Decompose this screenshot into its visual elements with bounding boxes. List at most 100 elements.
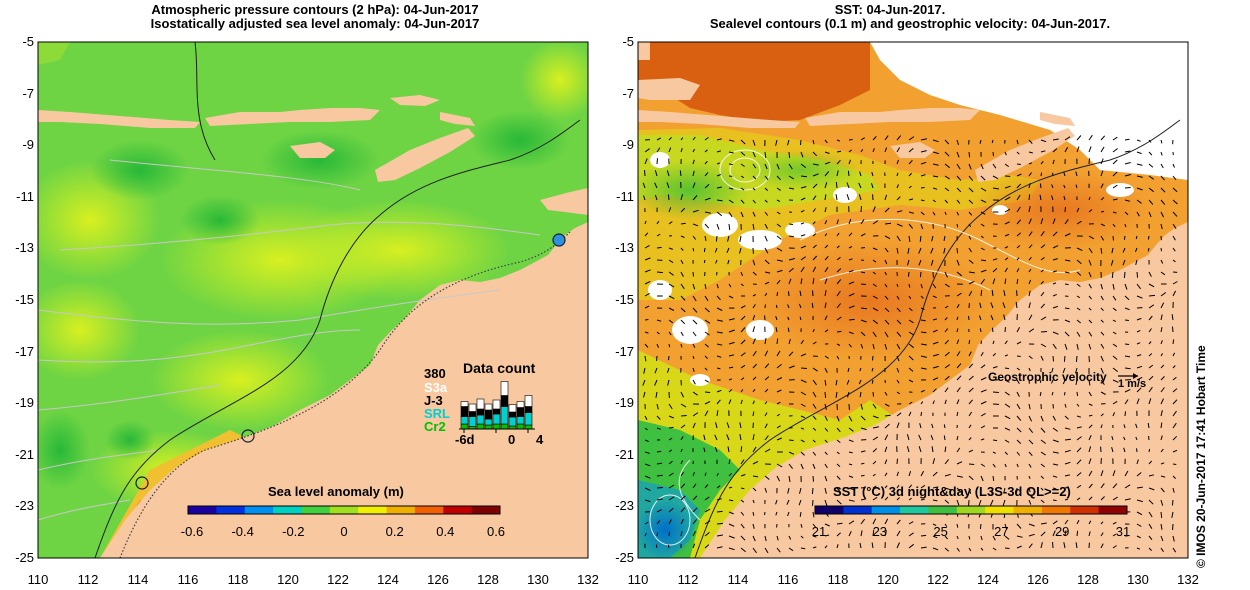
velocity-arrow xyxy=(1136,139,1141,142)
velocity-arrow xyxy=(908,172,913,177)
velocity-arrow xyxy=(836,544,839,549)
velocity-arrow xyxy=(1088,259,1092,266)
velocity-arrow xyxy=(860,474,865,477)
velocity-arrow xyxy=(1040,499,1045,504)
velocity-arrow xyxy=(918,446,922,453)
velocity-arrow xyxy=(980,278,985,285)
velocity-arrow xyxy=(1076,497,1081,501)
velocity-arrow xyxy=(692,295,697,302)
velocity-arrow xyxy=(884,307,890,313)
lat-tick-label: -5 xyxy=(22,34,34,49)
velocity-arrow xyxy=(896,530,901,537)
left-station-marker xyxy=(552,233,566,247)
velocity-arrow xyxy=(728,318,735,321)
velocity-arrow xyxy=(872,518,877,525)
velocity-arrow xyxy=(1052,305,1058,309)
velocity-arrow xyxy=(908,532,914,537)
velocity-arrow xyxy=(1148,364,1154,369)
velocity-arrow xyxy=(872,247,878,251)
colorbar-tick-label: 23 xyxy=(872,524,888,539)
velocity-arrow xyxy=(932,523,937,527)
velocity-arrow xyxy=(956,163,961,170)
velocity-arrow xyxy=(848,415,853,422)
velocity-arrow xyxy=(1052,475,1058,478)
velocity-arrow xyxy=(824,463,828,469)
velocity-arrow xyxy=(739,422,742,429)
velocity-arrow xyxy=(1160,327,1163,333)
velocity-arrow xyxy=(666,367,670,374)
velocity-arrow xyxy=(788,235,794,238)
velocity-arrow xyxy=(978,315,982,321)
colorbar-tick-label: -0.4 xyxy=(231,524,254,539)
colorbar-segment xyxy=(386,506,416,514)
velocity-arrow xyxy=(824,182,828,189)
velocity-arrow xyxy=(752,376,757,381)
velocity-arrow xyxy=(992,366,998,369)
velocity-arrow xyxy=(1028,523,1035,527)
velocity-arrow xyxy=(992,187,999,190)
velocity-arrow xyxy=(824,545,828,549)
velocity-arrow xyxy=(968,363,974,369)
left-title-line1: Atmospheric pressure contours (2 hPa): 0… xyxy=(151,2,479,17)
velocity-arrow xyxy=(1040,451,1046,456)
data-count-bar-srl xyxy=(484,418,493,426)
velocity-arrow xyxy=(1148,448,1151,453)
velocity-arrow xyxy=(726,422,730,429)
velocity-arrow xyxy=(726,434,730,441)
velocity-arrow xyxy=(1028,151,1033,154)
velocity-arrow xyxy=(896,247,899,254)
velocity-arrow xyxy=(1172,247,1176,252)
velocity-arrow xyxy=(848,258,853,261)
lat-tick-label: -17 xyxy=(15,343,34,359)
lon-tick-label: 132 xyxy=(1177,572,1199,587)
velocity-arrow xyxy=(1016,523,1022,529)
velocity-arrow xyxy=(692,367,695,372)
velocity-arrow xyxy=(1148,315,1153,321)
velocity-arrow xyxy=(1064,438,1071,441)
lon-tick-label: 126 xyxy=(427,572,449,587)
velocity-arrow xyxy=(716,186,723,189)
lat-tick-label: -15 xyxy=(615,292,634,307)
right-map xyxy=(638,42,1188,558)
velocity-arrow xyxy=(932,318,938,321)
velocity-arrow xyxy=(836,463,841,467)
velocity-arrow xyxy=(1040,269,1044,273)
velocity-arrow xyxy=(668,507,674,513)
velocity-arrow xyxy=(668,307,675,311)
velocity-arrow xyxy=(847,170,850,177)
colorbar-tick-label: 0.6 xyxy=(486,524,506,539)
velocity-arrow xyxy=(884,207,890,213)
velocity-arrow xyxy=(1040,280,1044,285)
velocity-arrow xyxy=(656,147,661,153)
velocity-arrow xyxy=(992,175,999,180)
velocity-arrow xyxy=(920,546,927,549)
velocity-arrow xyxy=(1172,449,1178,453)
velocity-arrow xyxy=(956,387,961,393)
velocity-arrow xyxy=(1064,343,1068,350)
right-colorbar-title: SST (°C) 3d night&day (L3S-3d QL>=2) xyxy=(833,484,1071,499)
velocity-arrow xyxy=(1088,470,1093,477)
velocity-arrow xyxy=(1004,367,1010,370)
velocity-arrow xyxy=(1076,271,1082,276)
velocity-arrow xyxy=(728,366,734,369)
velocity-arrow xyxy=(656,474,663,477)
velocity-arrow xyxy=(956,223,959,228)
velocity-arrow xyxy=(944,317,948,321)
velocity-arrow xyxy=(716,510,723,513)
velocity-arrow xyxy=(642,379,646,386)
velocity-arrow xyxy=(1148,341,1152,345)
velocity-arrow xyxy=(848,343,852,348)
velocity-arrow xyxy=(1172,435,1178,441)
velocity-arrow xyxy=(824,244,829,249)
velocity-arrow xyxy=(1064,449,1071,453)
velocity-arrow xyxy=(824,523,830,527)
velocity-arrow xyxy=(812,278,815,285)
velocity-arrow xyxy=(956,199,961,204)
velocity-arrow xyxy=(680,343,683,348)
velocity-arrow xyxy=(668,460,673,465)
velocity-arrow xyxy=(668,247,673,250)
velocity-arrow xyxy=(884,271,887,276)
velocity-arrow xyxy=(1136,199,1142,204)
velocity-arrow xyxy=(740,163,745,167)
velocity-arrow xyxy=(1088,379,1091,386)
